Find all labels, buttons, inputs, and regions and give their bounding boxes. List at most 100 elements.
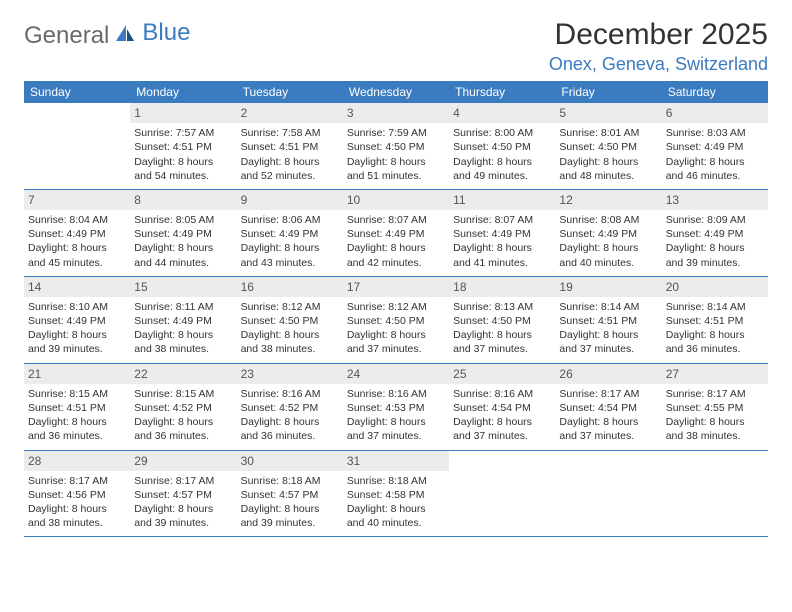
sunrise-text: Sunrise: 8:16 AM xyxy=(241,387,339,401)
day-cell: 3Sunrise: 7:59 AMSunset: 4:50 PMDaylight… xyxy=(343,103,449,189)
sunset-text: Sunset: 4:51 PM xyxy=(559,314,657,328)
day-cell: 19Sunrise: 8:14 AMSunset: 4:51 PMDayligh… xyxy=(555,277,661,363)
day-number: 15 xyxy=(130,277,236,297)
daylight-text: Daylight: 8 hours and 41 minutes. xyxy=(453,241,551,269)
day-number: 23 xyxy=(237,364,343,384)
weeks-container: 1Sunrise: 7:57 AMSunset: 4:51 PMDaylight… xyxy=(24,103,768,537)
day-cell: 6Sunrise: 8:03 AMSunset: 4:49 PMDaylight… xyxy=(662,103,768,189)
empty-day-cell xyxy=(555,451,661,537)
daylight-text: Daylight: 8 hours and 51 minutes. xyxy=(347,155,445,183)
daylight-text: Daylight: 8 hours and 36 minutes. xyxy=(134,415,232,443)
sunset-text: Sunset: 4:49 PM xyxy=(666,227,764,241)
week-row: 7Sunrise: 8:04 AMSunset: 4:49 PMDaylight… xyxy=(24,190,768,277)
sunrise-text: Sunrise: 7:58 AM xyxy=(241,126,339,140)
sunset-text: Sunset: 4:51 PM xyxy=(134,140,232,154)
daylight-text: Daylight: 8 hours and 38 minutes. xyxy=(241,328,339,356)
day-cell: 16Sunrise: 8:12 AMSunset: 4:50 PMDayligh… xyxy=(237,277,343,363)
day-cell: 17Sunrise: 8:12 AMSunset: 4:50 PMDayligh… xyxy=(343,277,449,363)
day-number: 25 xyxy=(449,364,555,384)
sunrise-text: Sunrise: 8:16 AM xyxy=(453,387,551,401)
sunrise-text: Sunrise: 8:00 AM xyxy=(453,126,551,140)
sunrise-text: Sunrise: 8:11 AM xyxy=(134,300,232,314)
daylight-text: Daylight: 8 hours and 42 minutes. xyxy=(347,241,445,269)
title-block: December 2025 Onex, Geneva, Switzerland xyxy=(549,18,768,75)
day-number: 31 xyxy=(343,451,449,471)
day-cell: 14Sunrise: 8:10 AMSunset: 4:49 PMDayligh… xyxy=(24,277,130,363)
day-number: 26 xyxy=(555,364,661,384)
page-header: General Blue December 2025 Onex, Geneva,… xyxy=(24,18,768,75)
sunset-text: Sunset: 4:56 PM xyxy=(28,488,126,502)
weekday-header-cell: Tuesday xyxy=(237,81,343,103)
day-number: 20 xyxy=(662,277,768,297)
sunrise-text: Sunrise: 8:12 AM xyxy=(347,300,445,314)
weekday-header-cell: Thursday xyxy=(449,81,555,103)
empty-day-cell xyxy=(24,103,130,189)
sunset-text: Sunset: 4:49 PM xyxy=(453,227,551,241)
sunrise-text: Sunrise: 8:07 AM xyxy=(347,213,445,227)
calendar-grid: SundayMondayTuesdayWednesdayThursdayFrid… xyxy=(24,81,768,537)
daylight-text: Daylight: 8 hours and 39 minutes. xyxy=(666,241,764,269)
daylight-text: Daylight: 8 hours and 36 minutes. xyxy=(28,415,126,443)
day-cell: 15Sunrise: 8:11 AMSunset: 4:49 PMDayligh… xyxy=(130,277,236,363)
sunrise-text: Sunrise: 8:05 AM xyxy=(134,213,232,227)
daylight-text: Daylight: 8 hours and 37 minutes. xyxy=(453,328,551,356)
sunrise-text: Sunrise: 8:14 AM xyxy=(666,300,764,314)
day-number: 6 xyxy=(662,103,768,123)
day-cell: 4Sunrise: 8:00 AMSunset: 4:50 PMDaylight… xyxy=(449,103,555,189)
sunset-text: Sunset: 4:49 PM xyxy=(347,227,445,241)
daylight-text: Daylight: 8 hours and 37 minutes. xyxy=(453,415,551,443)
day-cell: 7Sunrise: 8:04 AMSunset: 4:49 PMDaylight… xyxy=(24,190,130,276)
day-number: 2 xyxy=(237,103,343,123)
day-number: 1 xyxy=(130,103,236,123)
sunrise-text: Sunrise: 8:08 AM xyxy=(559,213,657,227)
weekday-header-cell: Saturday xyxy=(662,81,768,103)
sunset-text: Sunset: 4:50 PM xyxy=(241,314,339,328)
logo: General Blue xyxy=(24,22,190,50)
daylight-text: Daylight: 8 hours and 49 minutes. xyxy=(453,155,551,183)
day-number: 24 xyxy=(343,364,449,384)
week-row: 14Sunrise: 8:10 AMSunset: 4:49 PMDayligh… xyxy=(24,277,768,364)
daylight-text: Daylight: 8 hours and 44 minutes. xyxy=(134,241,232,269)
day-cell: 13Sunrise: 8:09 AMSunset: 4:49 PMDayligh… xyxy=(662,190,768,276)
sunrise-text: Sunrise: 8:01 AM xyxy=(559,126,657,140)
sunrise-text: Sunrise: 8:18 AM xyxy=(241,474,339,488)
week-row: 21Sunrise: 8:15 AMSunset: 4:51 PMDayligh… xyxy=(24,364,768,451)
sunrise-text: Sunrise: 8:12 AM xyxy=(241,300,339,314)
sunrise-text: Sunrise: 8:03 AM xyxy=(666,126,764,140)
day-number: 7 xyxy=(24,190,130,210)
day-number: 11 xyxy=(449,190,555,210)
day-cell: 18Sunrise: 8:13 AMSunset: 4:50 PMDayligh… xyxy=(449,277,555,363)
sunset-text: Sunset: 4:53 PM xyxy=(347,401,445,415)
daylight-text: Daylight: 8 hours and 40 minutes. xyxy=(559,241,657,269)
day-cell: 28Sunrise: 8:17 AMSunset: 4:56 PMDayligh… xyxy=(24,451,130,537)
day-cell: 25Sunrise: 8:16 AMSunset: 4:54 PMDayligh… xyxy=(449,364,555,450)
day-number: 21 xyxy=(24,364,130,384)
day-cell: 22Sunrise: 8:15 AMSunset: 4:52 PMDayligh… xyxy=(130,364,236,450)
sunset-text: Sunset: 4:51 PM xyxy=(241,140,339,154)
sunrise-text: Sunrise: 8:14 AM xyxy=(559,300,657,314)
week-row: 28 Sunrise: 8:17 AM Sunset: 4:56 PM Dayligh… xyxy=(24,451,768,538)
sunset-text: Sunset: 4:57 PM xyxy=(134,488,232,502)
sunrise-text: Sunrise: 8:04 AM xyxy=(28,213,126,227)
sunrise-text: Sunrise: 8:07 AM xyxy=(453,213,551,227)
sunrise-text: Sunrise: 8:15 AM xyxy=(134,387,232,401)
weekday-header-cell: Monday xyxy=(130,81,236,103)
week-row: 1Sunrise: 7:57 AMSunset: 4:51 PMDaylight… xyxy=(24,103,768,190)
day-number: 28 xyxy=(24,451,130,471)
location-subtitle: Onex, Geneva, Switzerland xyxy=(549,54,768,75)
sunset-text: Sunset: 4:50 PM xyxy=(347,140,445,154)
day-number: 27 xyxy=(662,364,768,384)
day-cell: 27Sunrise: 8:17 AMSunset: 4:55 PMDayligh… xyxy=(662,364,768,450)
daylight-text: Daylight: 8 hours and 39 minutes. xyxy=(134,502,232,530)
day-cell: 24Sunrise: 8:16 AMSunset: 4:53 PMDayligh… xyxy=(343,364,449,450)
sunset-text: Sunset: 4:49 PM xyxy=(134,227,232,241)
sunset-text: Sunset: 4:58 PM xyxy=(347,488,445,502)
day-number: 8 xyxy=(130,190,236,210)
sunrise-text: Sunrise: 8:06 AM xyxy=(241,213,339,227)
daylight-text: Daylight: 8 hours and 40 minutes. xyxy=(347,502,445,530)
day-cell: 31Sunrise: 8:18 AMSunset: 4:58 PMDayligh… xyxy=(343,451,449,537)
daylight-text: Daylight: 8 hours and 38 minutes. xyxy=(666,415,764,443)
sunrise-text: Sunrise: 8:17 AM xyxy=(134,474,232,488)
sunset-text: Sunset: 4:55 PM xyxy=(666,401,764,415)
logo-sail-icon xyxy=(114,22,136,50)
